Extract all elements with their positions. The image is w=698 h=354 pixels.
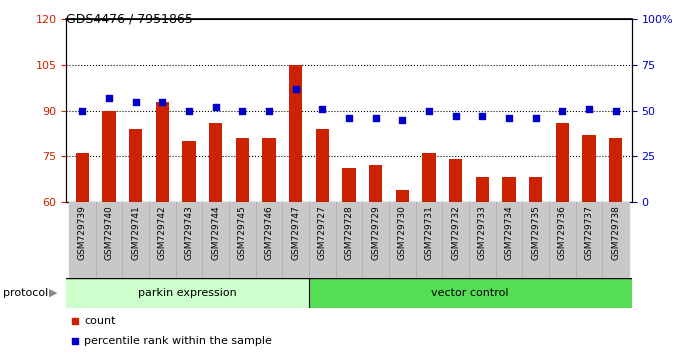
Bar	[416, 202, 443, 278]
Text: percentile rank within the sample: percentile rank within the sample	[84, 336, 272, 346]
Bar	[236, 138, 249, 202]
Point	[237, 108, 248, 113]
Text: GSM729732: GSM729732	[451, 206, 460, 260]
Bar	[122, 202, 149, 278]
Bar	[522, 202, 549, 278]
Text: GSM729727: GSM729727	[318, 206, 327, 260]
Bar	[103, 110, 116, 202]
Bar	[556, 123, 569, 202]
Text: parkin expression: parkin expression	[138, 288, 237, 298]
Bar	[582, 135, 595, 202]
Point	[157, 99, 168, 104]
Text: GSM729731: GSM729731	[424, 206, 433, 261]
Text: count: count	[84, 316, 116, 326]
Point	[184, 108, 195, 113]
Bar	[69, 202, 96, 278]
Bar	[96, 202, 122, 278]
Text: GSM729729: GSM729729	[371, 206, 380, 260]
Text: GSM729747: GSM729747	[291, 206, 300, 260]
Point	[130, 99, 141, 104]
Text: GSM729740: GSM729740	[105, 206, 114, 260]
Text: GSM729743: GSM729743	[184, 206, 193, 260]
Bar	[229, 202, 255, 278]
Point	[343, 115, 355, 121]
Point	[424, 108, 435, 113]
Bar	[362, 202, 389, 278]
Text: GSM729738: GSM729738	[611, 206, 621, 261]
Point	[317, 106, 328, 112]
Text: GSM729746: GSM729746	[265, 206, 274, 260]
Text: GSM729742: GSM729742	[158, 206, 167, 260]
Text: GDS4476 / 7951865: GDS4476 / 7951865	[66, 12, 193, 25]
Bar	[209, 123, 223, 202]
Bar	[396, 190, 409, 202]
Bar	[182, 141, 195, 202]
Point	[370, 115, 381, 121]
Point	[557, 108, 568, 113]
Bar	[422, 153, 436, 202]
Text: GSM729741: GSM729741	[131, 206, 140, 260]
Bar	[503, 177, 516, 202]
Bar	[66, 278, 309, 308]
Text: GSM729736: GSM729736	[558, 206, 567, 261]
Point	[69, 338, 80, 343]
Point	[103, 95, 114, 101]
Point	[584, 106, 595, 112]
Bar	[496, 202, 522, 278]
Bar	[602, 202, 629, 278]
Text: GSM729739: GSM729739	[77, 206, 87, 261]
Point	[69, 319, 80, 324]
Bar	[202, 202, 229, 278]
Bar	[255, 202, 282, 278]
Bar	[156, 102, 169, 202]
Bar	[315, 129, 329, 202]
Text: GSM729737: GSM729737	[584, 206, 593, 261]
Point	[610, 108, 621, 113]
Bar	[129, 129, 142, 202]
Point	[477, 113, 488, 119]
Bar	[176, 202, 202, 278]
Bar	[309, 202, 336, 278]
Bar	[149, 202, 176, 278]
Bar	[336, 202, 362, 278]
Bar	[369, 165, 383, 202]
Bar	[576, 202, 602, 278]
Bar	[309, 278, 632, 308]
Bar	[389, 202, 416, 278]
Bar	[449, 159, 462, 202]
Bar	[289, 65, 302, 202]
Bar	[529, 177, 542, 202]
Text: GSM729745: GSM729745	[238, 206, 247, 260]
Bar	[609, 138, 623, 202]
Bar	[475, 177, 489, 202]
Text: protocol: protocol	[3, 288, 49, 298]
Text: vector control: vector control	[431, 288, 509, 298]
Point	[530, 115, 541, 121]
Bar	[282, 202, 309, 278]
Text: GSM729734: GSM729734	[505, 206, 514, 260]
Bar	[262, 138, 276, 202]
Point	[503, 115, 514, 121]
Point	[77, 108, 88, 113]
Bar	[75, 153, 89, 202]
Text: GSM729733: GSM729733	[478, 206, 487, 261]
Point	[450, 113, 461, 119]
Text: GSM729728: GSM729728	[345, 206, 353, 260]
Bar	[443, 202, 469, 278]
Text: ▶: ▶	[49, 288, 57, 298]
Point	[263, 108, 274, 113]
Bar	[549, 202, 576, 278]
Text: GSM729744: GSM729744	[211, 206, 220, 260]
Point	[290, 86, 302, 92]
Text: GSM729735: GSM729735	[531, 206, 540, 261]
Bar	[342, 169, 356, 202]
Point	[396, 117, 408, 122]
Text: GSM729730: GSM729730	[398, 206, 407, 261]
Point	[210, 104, 221, 110]
Bar	[469, 202, 496, 278]
